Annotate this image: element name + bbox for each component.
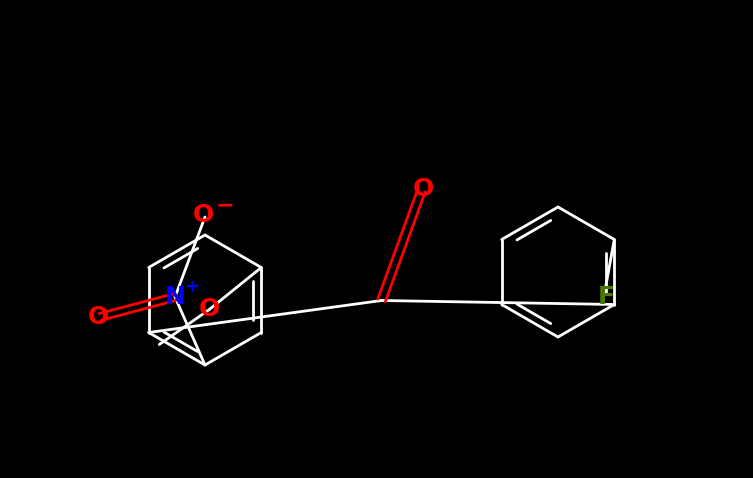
Text: O: O — [199, 297, 220, 322]
Text: O: O — [413, 176, 434, 200]
Text: O: O — [192, 203, 214, 227]
Text: O: O — [87, 305, 108, 329]
Text: +: + — [184, 278, 200, 296]
Text: F: F — [598, 284, 614, 308]
Text: N: N — [165, 285, 185, 309]
Text: −: − — [215, 195, 234, 215]
